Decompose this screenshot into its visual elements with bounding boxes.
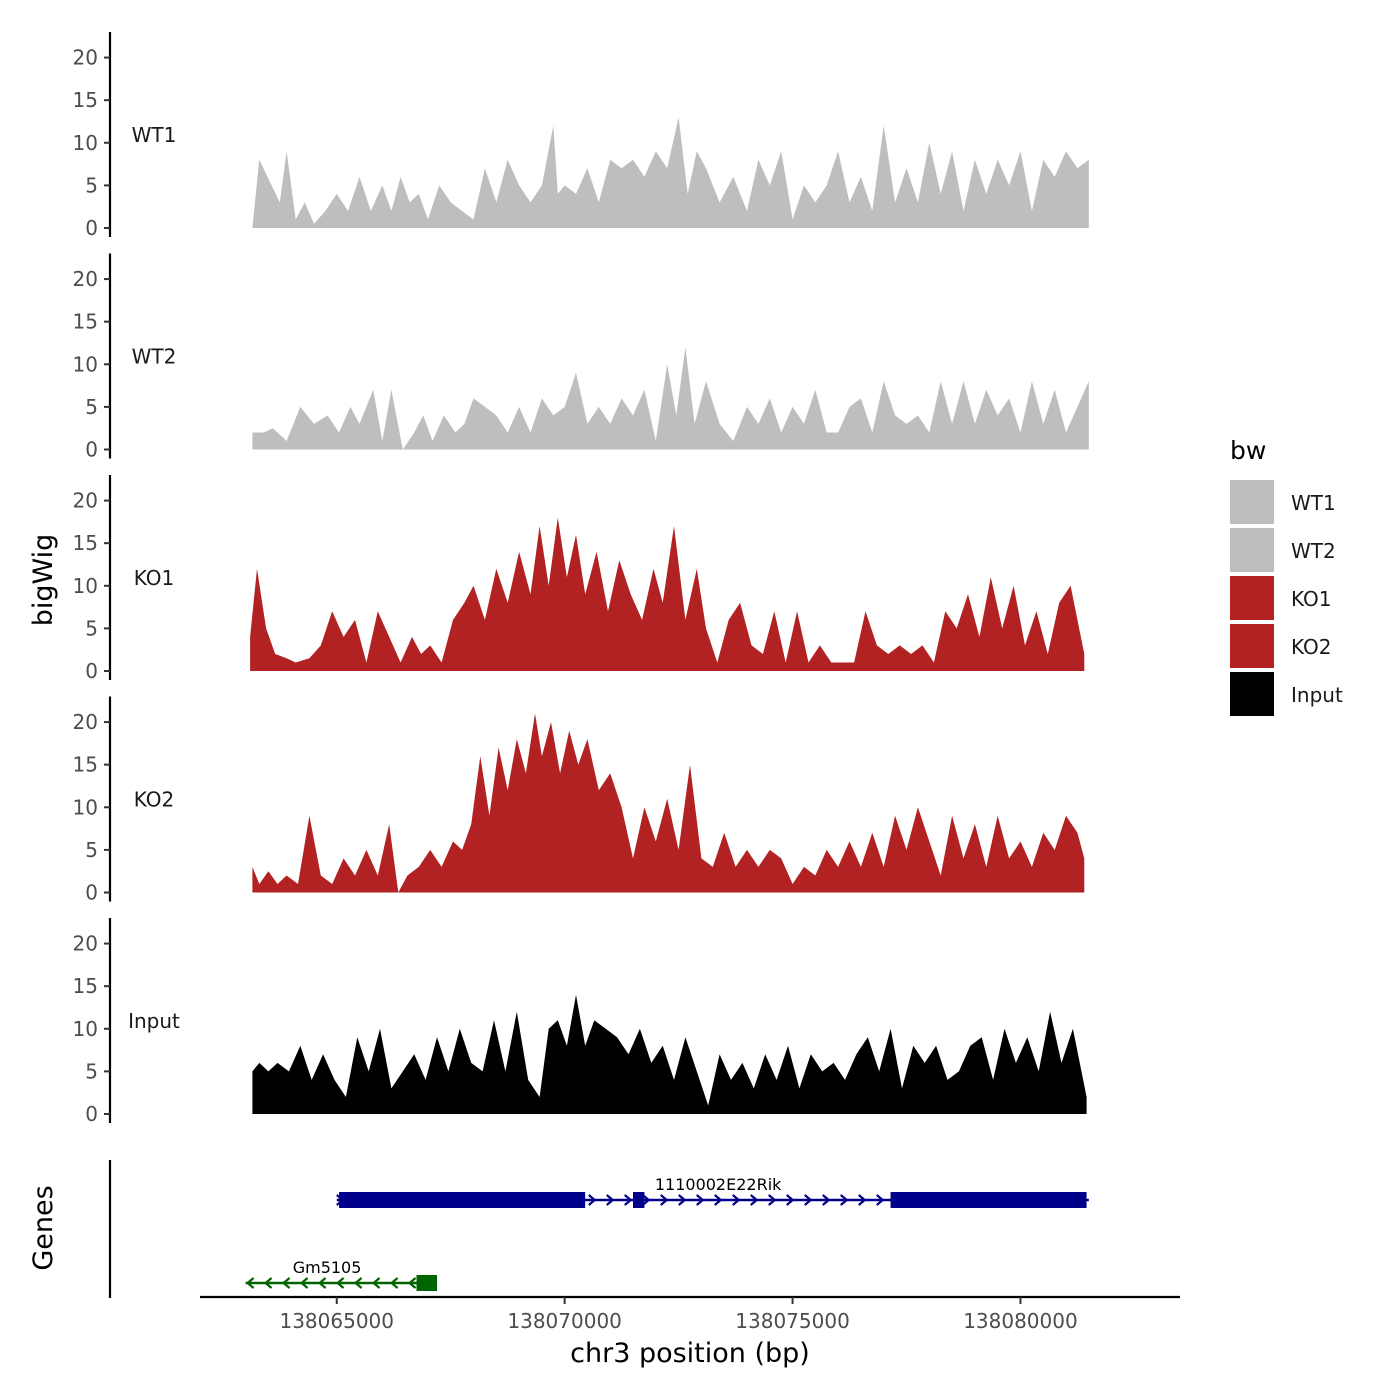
y-tick-label: 0 <box>85 1102 98 1126</box>
genes-track: 1110002E22Rik Gm5105 <box>108 1160 1089 1298</box>
track-label: WT1 <box>132 123 177 147</box>
gene-1110002e22rik: 1110002E22Rik <box>336 1175 1089 1208</box>
y-tick-label: 5 <box>85 173 98 197</box>
strand-chevron <box>624 1194 633 1206</box>
strand-chevron <box>317 1277 327 1289</box>
strand-chevron <box>804 1194 813 1206</box>
track-ko2: 0 5 10 15 20 KO2 <box>73 696 1085 905</box>
strand-chevron <box>660 1194 669 1206</box>
strand-chevron <box>750 1194 759 1206</box>
x-tick-label: 138070000 <box>507 1309 622 1333</box>
y-tick-label: 15 <box>73 88 98 112</box>
gene-exon <box>890 1192 1087 1208</box>
y-tick-label: 0 <box>85 659 98 683</box>
y-tick-label: 10 <box>73 352 98 376</box>
y-tick-label: 20 <box>73 710 98 734</box>
y-tick-label: 5 <box>85 395 98 419</box>
strand-chevron <box>696 1194 705 1206</box>
coverage-area-wt1 <box>252 117 1089 228</box>
coverage-area-wt2 <box>252 347 1089 450</box>
y-tick-label: 15 <box>73 531 98 555</box>
coverage-area-ko2 <box>252 713 1085 893</box>
legend: bw WT1 WT2 KO1 KO2 Input <box>1230 436 1343 716</box>
strand-chevron <box>245 1277 255 1289</box>
strand-chevron <box>678 1194 687 1206</box>
strand-chevron <box>353 1277 363 1289</box>
y-tick-label: 20 <box>73 489 98 513</box>
strand-chevron <box>299 1277 309 1289</box>
track-label: KO2 <box>134 788 175 812</box>
legend-label: KO2 <box>1291 635 1332 659</box>
track-label: KO1 <box>134 566 175 590</box>
y-tick-label: 15 <box>73 753 98 777</box>
x-axis: 138065000 138070000 138075000 138080000 <box>200 1295 1180 1333</box>
y-tick-label: 0 <box>85 438 98 462</box>
y-tick-label: 20 <box>73 46 98 70</box>
gene-gm5105: Gm5105 <box>245 1258 438 1291</box>
y-tick-label: 20 <box>73 267 98 291</box>
genes-axis-title: Genes <box>28 1185 59 1270</box>
strand-chevron <box>858 1194 867 1206</box>
y-tick-label: 5 <box>85 616 98 640</box>
y-tick-label: 10 <box>73 574 98 598</box>
y-tick-label: 5 <box>85 838 98 862</box>
coverage-area-ko1 <box>250 517 1085 671</box>
legend-title: bw <box>1230 436 1266 465</box>
strand-chevron <box>606 1194 615 1206</box>
strand-chevron <box>335 1277 345 1289</box>
y-tick-label: 10 <box>73 131 98 155</box>
strand-chevron <box>786 1194 795 1206</box>
strand-chevron <box>768 1194 777 1206</box>
y-tick-label: 10 <box>73 795 98 819</box>
legend-label: WT1 <box>1291 491 1336 515</box>
x-tick-label: 138075000 <box>735 1309 850 1333</box>
y-tick-label: 0 <box>85 881 98 905</box>
legend-label: KO1 <box>1291 587 1332 611</box>
y-tick-label: 20 <box>73 932 98 956</box>
legend-label: WT2 <box>1291 539 1336 563</box>
strand-chevron <box>732 1194 741 1206</box>
strand-chevron <box>588 1194 597 1206</box>
x-tick-label: 138080000 <box>963 1309 1078 1333</box>
legend-key-wt2 <box>1230 528 1274 572</box>
gene-label: 1110002E22Rik <box>655 1175 782 1194</box>
strand-chevron <box>389 1277 399 1289</box>
y-axis-title: bigWig <box>28 534 59 627</box>
strand-chevron <box>263 1277 273 1289</box>
legend-key-ko2 <box>1230 624 1274 668</box>
track-ko1: 0 5 10 15 20 KO1 <box>73 475 1085 683</box>
coverage-area-input <box>252 994 1087 1114</box>
legend-key-input <box>1230 672 1274 716</box>
y-tick-label: 15 <box>73 974 98 998</box>
gene-exon <box>633 1192 645 1208</box>
x-axis-title: chr3 position (bp) <box>570 1338 810 1369</box>
strand-chevron <box>876 1194 885 1206</box>
strand-chevron <box>407 1277 417 1289</box>
strand-chevron <box>642 1194 651 1206</box>
strand-chevron <box>371 1277 381 1289</box>
y-tick-label: 0 <box>85 216 98 240</box>
strand-chevron <box>714 1194 723 1206</box>
track-label: Input <box>128 1009 180 1033</box>
track-label: WT2 <box>132 345 177 369</box>
y-tick-label: 10 <box>73 1017 98 1041</box>
track-wt1: 0 5 10 15 20 WT1 <box>73 32 1089 240</box>
y-tick-label: 15 <box>73 310 98 334</box>
legend-label: Input <box>1291 683 1343 707</box>
gene-exon <box>339 1192 586 1208</box>
strand-chevron <box>822 1194 831 1206</box>
y-tick-label: 5 <box>85 1059 98 1083</box>
gene-exon <box>416 1275 438 1291</box>
legend-key-ko1 <box>1230 576 1274 620</box>
track-input: 0 5 10 15 20 Input <box>73 918 1087 1126</box>
strand-chevron <box>281 1277 291 1289</box>
track-wt2: 0 5 10 15 20 WT2 <box>73 253 1089 462</box>
strand-chevron <box>840 1194 849 1206</box>
x-tick-label: 138065000 <box>279 1309 394 1333</box>
legend-key-wt1 <box>1230 480 1274 524</box>
coverage-tracks: 0 5 10 15 20 WT1 0 5 10 15 20 WT2 0 5 10 15 20 KO1 0 5 10 15 2… <box>73 32 1089 1126</box>
gene-label: Gm5105 <box>293 1258 362 1277</box>
